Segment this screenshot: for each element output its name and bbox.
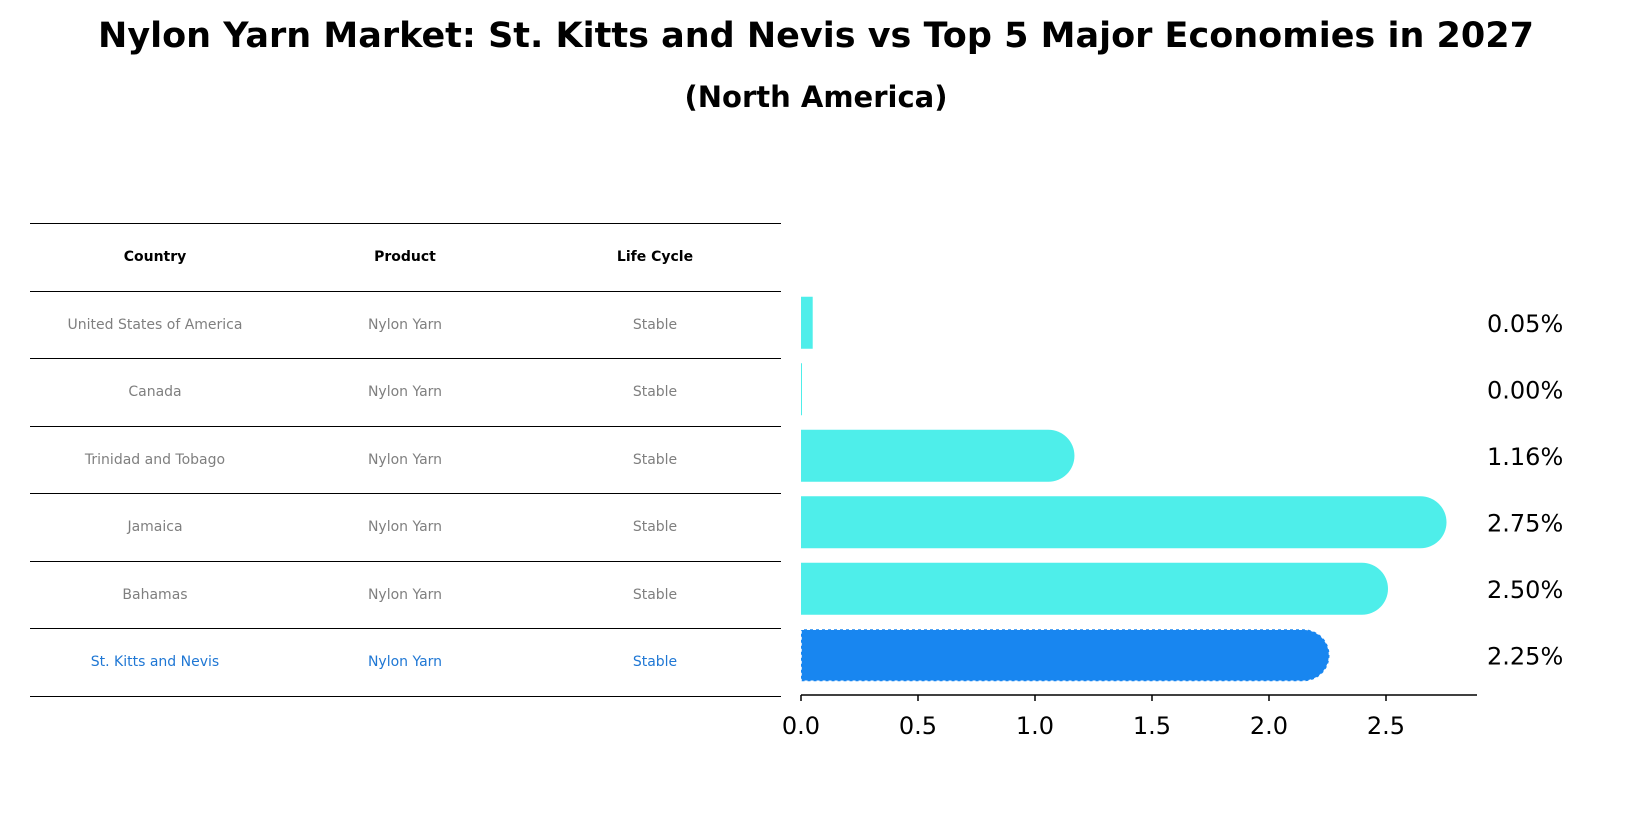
x-tick-label: 2.0: [1250, 712, 1288, 740]
table-row: St. Kitts and Nevis Nylon Yarn Stable: [30, 628, 781, 697]
bar-value-label: 1.16%: [1487, 443, 1563, 471]
bar-canada: [801, 363, 802, 416]
table-header-product: Product: [374, 249, 436, 266]
table-cell-life-cycle: Stable: [632, 586, 678, 603]
data-table: Country Product Life Cycle United States…: [30, 223, 781, 697]
bar-bahamas: [801, 562, 1388, 615]
x-tick-label: 1.5: [1133, 712, 1171, 740]
table-cell-country: Jamaica: [127, 519, 183, 536]
x-tick-label: 0.0: [782, 712, 820, 740]
bar-jamaica: [801, 496, 1447, 549]
table-row: United States of America Nylon Yarn Stable: [30, 290, 781, 359]
bar-value-label: 2.25%: [1487, 642, 1563, 670]
bar-value-label: 0.05%: [1487, 310, 1563, 338]
table-cell-product: Nylon Yarn: [367, 316, 443, 333]
table-header-row: Country Product Life Cycle: [30, 223, 781, 291]
x-tick-label: 1.0: [1016, 712, 1054, 740]
chart-subtitle: (North America): [684, 80, 948, 114]
table-cell-country: Bahamas: [122, 586, 188, 603]
table-cell-product: Nylon Yarn: [367, 654, 443, 671]
bar-value-label: 2.75%: [1487, 509, 1563, 537]
bar-value-label: 2.50%: [1487, 576, 1563, 604]
bar-st-kitts-and-nevis: [800, 628, 1331, 682]
table-cell-country: Canada: [128, 384, 182, 401]
bar-united-states-of-america: [801, 296, 813, 349]
table-cell-life-cycle: Stable: [632, 451, 678, 468]
table-row: Trinidad and Tobago Nylon Yarn Stable: [30, 425, 781, 494]
chart-title: Nylon Yarn Market: St. Kitts and Nevis v…: [98, 16, 1534, 56]
table-cell-country: Trinidad and Tobago: [84, 451, 226, 468]
table-row: Bahamas Nylon Yarn Stable: [30, 560, 781, 629]
table-cell-life-cycle: Stable: [632, 316, 678, 333]
table-cell-country: St. Kitts and Nevis: [90, 654, 220, 671]
table-row: Jamaica Nylon Yarn Stable: [30, 493, 781, 561]
table-cell-product: Nylon Yarn: [367, 519, 443, 536]
x-tick-label: 0.5: [899, 712, 937, 740]
table-cell-country: United States of America: [67, 316, 243, 333]
table-cell-life-cycle: Stable: [632, 519, 678, 536]
table-cell-product: Nylon Yarn: [367, 451, 443, 468]
table-cell-product: Nylon Yarn: [367, 586, 443, 603]
table-header-country: Country: [123, 249, 187, 266]
table-cell-life-cycle: Stable: [632, 654, 678, 671]
table-cell-life-cycle: Stable: [632, 384, 678, 401]
bar-value-label: 0.00%: [1487, 376, 1563, 404]
table-cell-product: Nylon Yarn: [367, 384, 443, 401]
table-row: Canada Nylon Yarn Stable: [30, 358, 781, 426]
table-header-life-cycle: Life Cycle: [616, 249, 694, 266]
bar-trinidad-and-tobago: [801, 429, 1075, 482]
x-tick-label: 2.5: [1367, 712, 1405, 740]
